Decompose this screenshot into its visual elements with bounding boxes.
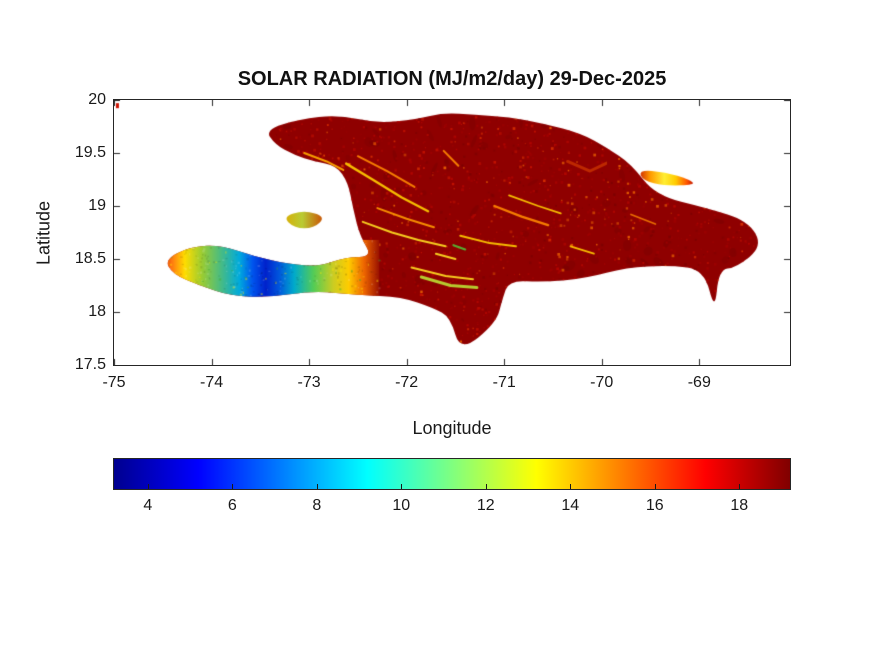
colorbar-tick-mark [316,484,318,489]
x-tick-label: -74 [199,374,224,391]
x-tick-label: -69 [687,374,711,391]
x-tick-label: -72 [395,374,419,391]
y-tick-label: 19.5 [74,144,106,161]
colorbar-tick-label: 14 [561,497,580,514]
x-tick-label: -75 [102,374,126,391]
y-tick-label: 18.5 [74,250,106,267]
colorbar-tick-mark [654,484,656,489]
colorbar-tick-mark [232,484,234,489]
colorbar-tick-label: 16 [645,497,664,514]
colorbar [113,458,791,490]
chart-title: SOLAR RADIATION (MJ/m2/day) 29-Dec-2025 [237,68,667,90]
y-tick-label: 17.5 [74,356,106,373]
colorbar-tick-label: 12 [476,497,495,514]
colorbar-tick-mark [485,484,487,489]
y-tick-label: 18 [88,303,106,320]
colorbar-tick-mark [570,484,572,489]
colorbar-tick-label: 4 [143,497,153,514]
plot-area [113,99,791,366]
colorbar-tick-mark [147,484,149,489]
colorbar-tick-label: 10 [392,497,411,514]
x-tick-label: -70 [590,374,614,391]
x-axis-label: Longitude [412,418,492,438]
colorbar-tick-mark [739,484,741,489]
x-tick-label: -71 [492,374,516,391]
colorbar-tick-label: 8 [312,497,322,514]
colorbar-gradient [114,459,790,489]
y-tick-label: 20 [88,91,106,108]
x-tick-label: -73 [297,374,321,391]
colorbar-tick-mark [401,484,403,489]
colorbar-tick-label: 6 [227,497,237,514]
heatmap-canvas [114,100,790,365]
y-tick-label: 19 [88,197,106,214]
colorbar-tick-label: 18 [730,497,749,514]
